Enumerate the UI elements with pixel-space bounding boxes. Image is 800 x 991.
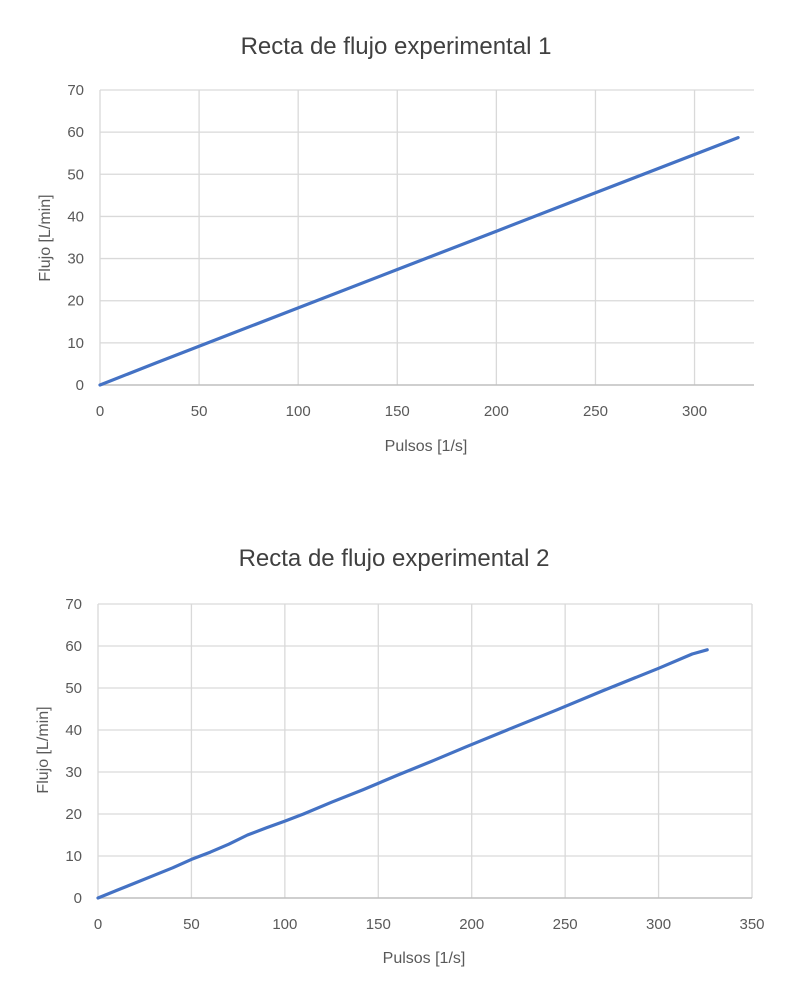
chart-2-y-axis-title: Flujo [L/min] (35, 706, 52, 793)
chart-1-title: Recta de flujo experimental 1 (241, 33, 552, 60)
chart-2-series (96, 648, 709, 900)
x-tick-label: 250 (583, 403, 608, 420)
y-tick-label: 60 (67, 124, 84, 141)
x-tick-label: 0 (94, 916, 102, 933)
chart-1: Recta de flujo experimental 1 0 50 100 150 2… (0, 0, 800, 490)
chart-1-grid (100, 89, 754, 385)
y-tick-label: 30 (67, 251, 84, 268)
chart-2-x-axis-title: Pulsos [1/s] (383, 950, 466, 967)
chart-1-series (98, 136, 740, 387)
chart-2-svg: Recta de flujo experimental 2 0 50 100 150 2… (35, 545, 765, 967)
x-tick-label: 50 (191, 403, 208, 420)
x-tick-label: 50 (183, 916, 200, 933)
x-tick-label: 0 (96, 403, 104, 420)
y-tick-label: 30 (65, 764, 82, 781)
chart-1-x-axis-title: Pulsos [1/s] (385, 438, 468, 455)
x-tick-label: 300 (682, 403, 707, 420)
x-tick-label: 100 (272, 916, 297, 933)
chart-2-y-tick-labels: 0 10 20 30 40 50 60 70 (65, 596, 82, 907)
x-tick-label: 150 (385, 403, 410, 420)
chart-1-y-axis-title: Flujo [L/min] (37, 194, 54, 281)
y-tick-label: 40 (65, 722, 82, 739)
x-tick-label: 300 (646, 916, 671, 933)
chart-2-grid (98, 603, 753, 898)
y-tick-label: 0 (74, 890, 82, 907)
y-tick-label: 20 (67, 293, 84, 310)
x-tick-label: 150 (366, 916, 391, 933)
y-tick-label: 10 (65, 848, 82, 865)
chart-2-title: Recta de flujo experimental 2 (239, 545, 550, 572)
y-tick-label: 0 (76, 377, 84, 394)
x-tick-label: 100 (286, 403, 311, 420)
series-line (98, 136, 740, 387)
chart-1-y-tick-labels: 0 10 20 30 40 50 60 70 (67, 82, 84, 394)
series-line (96, 648, 709, 900)
chart-2: Recta de flujo experimental 2 0 50 100 150 2… (0, 510, 800, 986)
y-tick-label: 10 (67, 335, 84, 352)
y-tick-label: 60 (65, 638, 82, 655)
x-tick-label: 200 (484, 403, 509, 420)
chart-1-svg: Recta de flujo experimental 1 0 50 100 150 2… (37, 33, 754, 455)
y-tick-label: 50 (67, 166, 84, 183)
chart-1-x-tick-labels: 0 50 100 150 200 250 300 (96, 403, 707, 420)
chart-1-axes (99, 90, 754, 386)
y-tick-label: 40 (67, 208, 84, 225)
chart-2-x-tick-labels: 0 50 100 150 200 250 300 350 (94, 916, 765, 933)
y-tick-label: 20 (65, 806, 82, 823)
y-tick-label: 50 (65, 680, 82, 697)
y-tick-label: 70 (65, 596, 82, 613)
x-tick-label: 350 (739, 916, 764, 933)
x-tick-label: 200 (459, 916, 484, 933)
chart-2-axes (97, 604, 752, 899)
x-tick-label: 250 (553, 916, 578, 933)
y-tick-label: 70 (67, 82, 84, 99)
